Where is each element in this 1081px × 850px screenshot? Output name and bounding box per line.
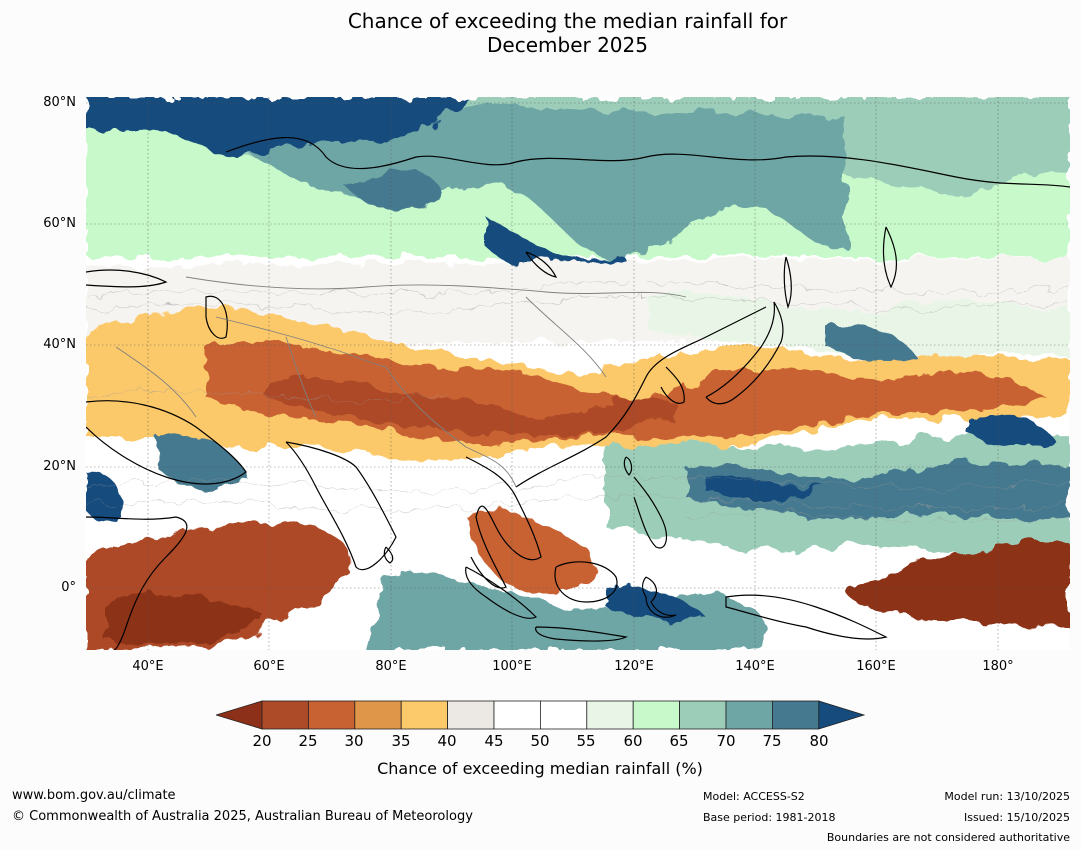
rainfall-map [86, 97, 1070, 650]
colorbar-cell-30-35 [354, 700, 402, 730]
lon-label-80e: 80°E [375, 659, 407, 674]
band-navy-maritime [606, 586, 706, 623]
lat-label-80n: 80°N [43, 95, 76, 110]
issued-date: Issued: 15/10/2025 [963, 811, 1070, 824]
lat-label-0: 0° [61, 580, 76, 595]
band-blue-tropical [686, 462, 1070, 520]
colorbar-label: Chance of exceeding median rainfall (%) [377, 759, 703, 778]
colorbar-tick-50: 50 [530, 732, 550, 750]
lon-label-120e: 120°E [614, 659, 654, 674]
band-navy-east-asia [826, 326, 916, 362]
band-navy-arctic [86, 97, 466, 154]
colorbar-tick-80: 80 [809, 732, 829, 750]
lon-label-60e: 60°E [253, 659, 285, 674]
colorbar-cell-60-65 [632, 700, 681, 730]
band-teal-maritime [366, 574, 768, 650]
coastlines [86, 136, 1070, 650]
colorbar-cell-35-40 [400, 700, 448, 730]
colorbar-cell-65-70 [679, 700, 727, 730]
colorbar-cell-45-50 [493, 700, 541, 730]
band-navy-arabian-sea [156, 434, 246, 490]
lon-label-140e: 140°E [735, 659, 775, 674]
colorbar [216, 700, 866, 730]
lon-label-40e: 40°E [132, 659, 164, 674]
band-orange-subtropics [86, 309, 1070, 463]
colorbar-tick-35: 35 [391, 732, 411, 750]
colorbar-cell-40-45 [447, 700, 495, 730]
band-navy-tropical [706, 476, 826, 501]
band-darkest-indian-ocean [106, 593, 266, 645]
colorbar-cell-50-55 [539, 700, 588, 730]
colorbar-tick-45: 45 [484, 732, 504, 750]
colorbar-cell-below-20 [216, 700, 263, 730]
title-line-2: December 2025 [487, 33, 648, 57]
band-navy-philippine-sea [966, 415, 1056, 448]
colorbar-tick-65: 65 [669, 732, 689, 750]
colorbar-cell-55-60 [586, 700, 634, 730]
copyright-text: © Commonwealth of Australia 2025, Austra… [12, 809, 473, 824]
gridlines [86, 97, 1070, 650]
boundary-disclaimer: Boundaries are not considered authoritat… [826, 831, 1070, 844]
map-title: Chance of exceeding the median rainfall … [0, 9, 1081, 57]
colorbar-tick-20: 20 [252, 732, 272, 750]
base-period: Base period: 1981-2018 [703, 811, 836, 824]
colorbar-tick-55: 55 [576, 732, 596, 750]
colorbar-cell-20-25 [261, 700, 309, 730]
lon-label-180: 180° [982, 659, 1014, 674]
title-line-1: Chance of exceeding the median rainfall … [347, 9, 788, 33]
lat-label-20n: 20°N [43, 459, 76, 474]
model-name: Model: ACCESS-S2 [703, 790, 805, 803]
colorbar-cell-70-75 [725, 700, 773, 730]
colorbar-cell-above-80 [818, 700, 866, 730]
colorbar-cell-75-80 [772, 700, 820, 730]
contour-texture [86, 280, 1070, 524]
colorbar-tick-30: 30 [344, 732, 364, 750]
band-mid-navy [346, 169, 446, 211]
model-run-date: Model run: 13/10/2025 [944, 790, 1070, 803]
colorbar-tick-70: 70 [716, 732, 736, 750]
map-canvas [86, 97, 1070, 650]
band-brown-equatorial-pacific [846, 542, 1070, 627]
colorbar-tick-60: 60 [623, 732, 643, 750]
probability-field [86, 97, 1070, 650]
colorbar-cell-25-30 [308, 700, 356, 730]
lon-label-160e: 160°E [856, 659, 896, 674]
band-light-green-mid [646, 292, 1070, 358]
lat-label-40n: 40°N [43, 337, 76, 352]
colorbar-tick-40: 40 [437, 732, 457, 750]
website-link[interactable]: www.bom.gov.au/climate [12, 788, 176, 803]
borders [115, 276, 687, 488]
lat-label-60n: 60°N [43, 216, 76, 231]
lon-label-100e: 100°E [492, 659, 532, 674]
colorbar-tick-25: 25 [298, 732, 318, 750]
band-brown-maritime [466, 510, 594, 597]
band-dark-brown-subtropics [266, 374, 680, 436]
colorbar-tick-75: 75 [762, 732, 782, 750]
